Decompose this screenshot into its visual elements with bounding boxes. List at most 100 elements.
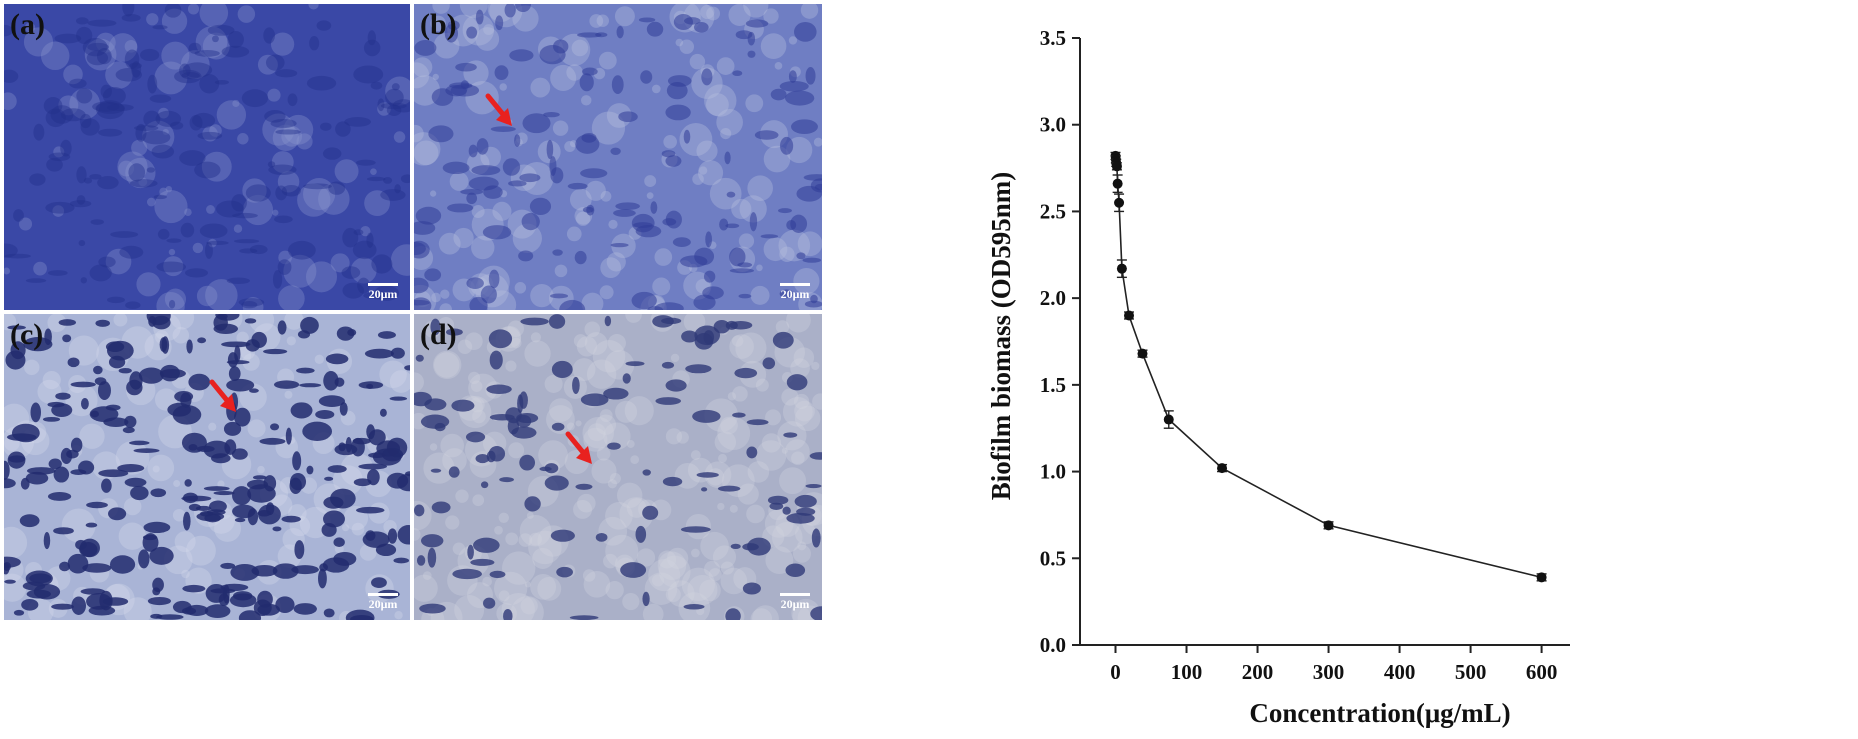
texture-speck (278, 250, 292, 265)
texture-speck (652, 277, 671, 296)
texture-speck (812, 393, 822, 410)
y-tick-label: 3.5 (1040, 26, 1066, 50)
texture-blob (696, 472, 719, 478)
texture-blob (108, 507, 127, 521)
texture-speck (158, 107, 169, 119)
texture-blob (43, 97, 63, 115)
texture-speck (438, 232, 461, 255)
texture-blob (701, 68, 713, 86)
data-point (1111, 161, 1122, 172)
texture-blob (379, 408, 387, 417)
texture-blob (174, 69, 202, 84)
texture-blob (732, 70, 743, 77)
texture-speck (763, 237, 788, 262)
texture-blob (45, 201, 75, 214)
panel-label-b: (b) (420, 8, 457, 41)
texture-speck (164, 288, 187, 310)
texture-blob (67, 357, 80, 368)
texture-blob (607, 442, 621, 450)
texture-blob (309, 36, 320, 51)
texture-speck (813, 137, 822, 147)
texture-blob (779, 289, 794, 299)
texture-speck (105, 61, 133, 89)
y-tick-label: 1.5 (1040, 373, 1066, 397)
texture-blob (519, 391, 528, 409)
texture-blob (730, 543, 741, 550)
texture-blob (138, 549, 150, 569)
texture-blob (353, 65, 384, 84)
texture-blob (745, 19, 769, 28)
texture-speck (607, 334, 626, 353)
texture-speck (242, 353, 260, 371)
texture-speck (676, 431, 689, 444)
texture-speck (23, 27, 54, 57)
texture-blob (742, 582, 761, 595)
texture-blob (93, 365, 103, 375)
texture-blob (488, 329, 513, 349)
texture-speck (514, 282, 527, 294)
texture-blob (353, 478, 372, 487)
texture-blob (94, 377, 107, 386)
texture-speck (118, 160, 135, 177)
texture-blob (341, 266, 361, 279)
texture-blob (544, 475, 569, 491)
texture-speck (530, 283, 554, 308)
texture-blob (467, 544, 474, 560)
texture-blob (281, 184, 301, 197)
texture-speck (468, 371, 481, 385)
texture-speck (689, 53, 706, 70)
texture-speck (267, 88, 281, 102)
texture-speck (665, 428, 683, 445)
texture-blob (155, 110, 182, 127)
texture-speck (455, 489, 469, 503)
texture-speck (181, 569, 190, 579)
texture-speck (429, 443, 438, 451)
texture-blob (97, 176, 119, 190)
y-axis-label: Biofilm biomass (OD595nm) (986, 172, 1016, 501)
texture-blob (206, 240, 229, 246)
texture-speck (201, 151, 232, 182)
texture-speck (414, 574, 438, 602)
texture-blob (33, 123, 45, 141)
texture-blob (499, 477, 514, 483)
texture-blob (302, 421, 333, 442)
texture-blob (316, 20, 332, 31)
texture-blob (54, 33, 82, 44)
texture-blob (579, 73, 594, 92)
biofilm-chart: 0.0 0.5 1.0 1.5 2.0 2.5 3.0 3.5 0 100 200 300 400 500… (986, 26, 1570, 728)
texture-speck (716, 57, 735, 75)
texture-blob (118, 367, 132, 374)
texture-blob (80, 118, 100, 136)
texture-blob (368, 452, 386, 459)
texture-blob (729, 321, 753, 330)
texture-blob (529, 197, 552, 215)
x-tick-label: 100 (1171, 660, 1203, 684)
texture-speck (648, 559, 681, 592)
texture-blob (189, 114, 203, 131)
texture-speck (569, 188, 592, 211)
texture-blob (333, 537, 345, 548)
texture-blob (172, 600, 192, 614)
texture-speck (202, 126, 218, 142)
texture-speck (278, 285, 305, 310)
texture-speck (165, 185, 173, 193)
texture-blob (157, 228, 170, 240)
texture-blob (233, 239, 260, 244)
texture-blob (241, 301, 258, 309)
texture-blob (287, 93, 298, 107)
texture-blob (577, 32, 602, 38)
texture-speck (118, 522, 146, 550)
texture-blob (638, 17, 656, 23)
texture-blob (550, 529, 575, 542)
texture-blob (642, 469, 651, 476)
texture-speck (752, 605, 779, 620)
texture-speck (793, 268, 820, 295)
texture-blob (97, 381, 111, 400)
texture-blob (252, 475, 267, 480)
texture-blob (164, 4, 182, 18)
texture-speck (727, 392, 737, 401)
texture-blob (732, 412, 746, 418)
texture-speck (468, 373, 498, 403)
texture-blob (342, 227, 359, 248)
texture-blob (245, 184, 271, 202)
